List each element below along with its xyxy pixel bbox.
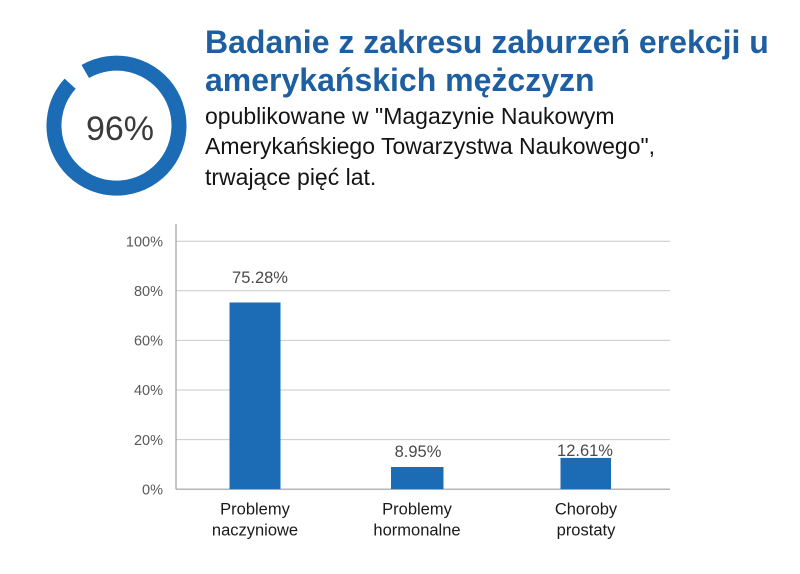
svg-text:40%: 40% bbox=[134, 383, 163, 399]
svg-text:12.61%: 12.61% bbox=[557, 442, 613, 460]
svg-text:naczyniowe: naczyniowe bbox=[212, 522, 298, 540]
svg-text:hormonalne: hormonalne bbox=[373, 522, 460, 540]
svg-text:Problemy: Problemy bbox=[382, 501, 452, 519]
svg-text:60%: 60% bbox=[134, 334, 163, 350]
svg-text:0%: 0% bbox=[142, 482, 163, 498]
svg-text:Choroby: Choroby bbox=[555, 501, 618, 519]
svg-text:prostaty: prostaty bbox=[557, 522, 616, 540]
svg-text:75.28%: 75.28% bbox=[232, 269, 288, 287]
svg-text:100%: 100% bbox=[126, 235, 163, 251]
svg-text:8.95%: 8.95% bbox=[395, 443, 442, 461]
svg-text:Problemy: Problemy bbox=[220, 501, 290, 519]
svg-text:20%: 20% bbox=[134, 433, 163, 449]
svg-text:80%: 80% bbox=[134, 284, 163, 300]
